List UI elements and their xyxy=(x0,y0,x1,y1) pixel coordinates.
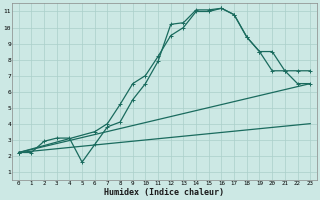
X-axis label: Humidex (Indice chaleur): Humidex (Indice chaleur) xyxy=(104,188,224,197)
